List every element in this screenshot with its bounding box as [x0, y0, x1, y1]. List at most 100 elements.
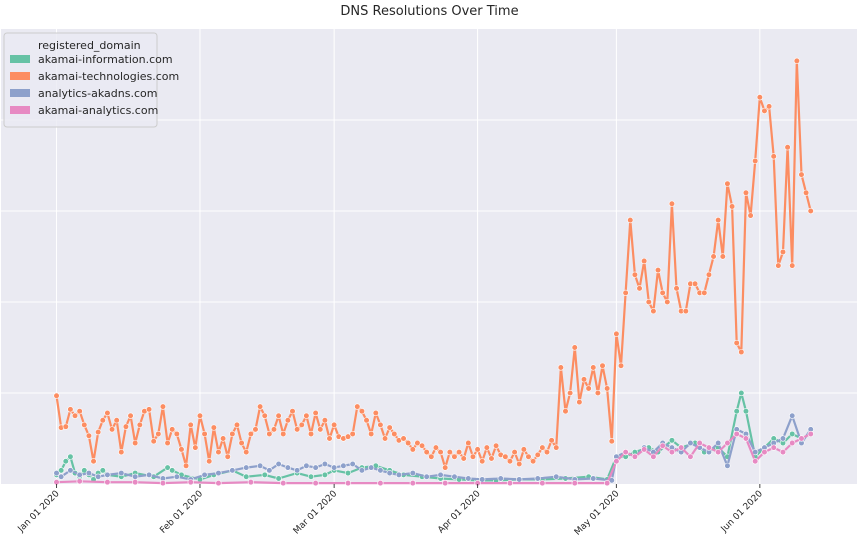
data-point: [770, 153, 777, 160]
data-point: [789, 430, 796, 438]
data-point: [312, 464, 319, 471]
data-point: [229, 430, 236, 438]
data-point: [344, 469, 352, 477]
data-point: [789, 439, 796, 447]
data-point: [187, 479, 194, 486]
data-point: [386, 424, 393, 431]
data-point: [275, 475, 282, 482]
chart-title: DNS Resolutions Over Time: [340, 4, 519, 19]
data-point: [85, 432, 93, 439]
data-point: [372, 409, 379, 417]
data-point: [752, 157, 759, 165]
data-point: [483, 444, 490, 451]
data-point: [62, 458, 69, 465]
data-point: [539, 444, 546, 451]
data-point: [715, 439, 722, 447]
data-point: [368, 430, 375, 438]
data-point: [567, 389, 574, 397]
data-point: [298, 421, 305, 428]
legend-label: akamai-information.com: [38, 53, 173, 66]
data-point: [358, 467, 366, 474]
data-point: [451, 453, 458, 460]
data-point: [377, 421, 384, 428]
legend-title: registered_domain: [38, 39, 141, 52]
data-point: [303, 412, 310, 419]
data-point: [243, 449, 250, 456]
data-point: [506, 458, 514, 465]
data-point: [659, 289, 666, 297]
data-point: [381, 435, 389, 442]
data-point: [534, 451, 541, 458]
data-point: [608, 438, 615, 445]
legend-swatch: [10, 72, 30, 80]
data-point: [756, 94, 763, 101]
data-point: [423, 473, 430, 480]
data-point: [127, 412, 134, 419]
data-point: [349, 460, 356, 468]
data-point: [460, 455, 467, 462]
data-point: [85, 469, 93, 477]
data-point: [81, 421, 88, 428]
data-point: [599, 362, 606, 369]
data-point: [455, 449, 463, 456]
data-point: [668, 437, 676, 444]
data-point: [534, 475, 541, 482]
data-point: [233, 421, 241, 428]
data-point: [520, 446, 527, 453]
data-point: [67, 406, 74, 413]
data-point: [173, 473, 180, 480]
data-point: [284, 417, 291, 424]
data-point: [409, 446, 416, 453]
data-point: [553, 473, 560, 480]
data-point: [715, 217, 722, 224]
data-point: [169, 426, 176, 433]
data-point: [76, 408, 83, 415]
series-layer: [53, 57, 814, 487]
data-point: [585, 385, 592, 392]
data-point: [95, 473, 102, 480]
data-point: [668, 449, 676, 456]
data-point: [414, 439, 421, 447]
data-point: [331, 421, 338, 428]
data-point: [580, 376, 588, 383]
legend-label: akamai-analytics.com: [38, 104, 158, 117]
data-point: [682, 308, 689, 315]
data-point: [409, 469, 416, 477]
data-point: [377, 467, 384, 474]
data-point: [76, 478, 83, 485]
data-point: [391, 430, 398, 438]
data-point: [469, 453, 477, 460]
data-point: [118, 469, 125, 477]
data-point: [95, 429, 102, 436]
data-point: [294, 426, 301, 433]
data-point: [159, 403, 167, 410]
data-point: [150, 438, 157, 445]
data-point: [678, 444, 685, 451]
data-point: [705, 444, 713, 451]
data-point: [733, 430, 740, 438]
data-point: [224, 453, 231, 460]
data-point: [104, 409, 111, 417]
data-point: [594, 389, 601, 397]
data-point: [641, 446, 648, 453]
data-point: [145, 471, 153, 479]
data-point: [261, 471, 268, 479]
data-point: [164, 439, 171, 447]
data-point: [747, 212, 754, 219]
data-point: [53, 392, 60, 399]
data-point: [784, 144, 791, 151]
data-point: [238, 439, 245, 447]
data-point: [691, 280, 699, 287]
data-point: [539, 479, 546, 487]
data-point: [405, 439, 412, 447]
data-point: [71, 412, 79, 419]
data-point: [497, 475, 504, 482]
data-point: [257, 403, 264, 410]
data-point: [659, 442, 666, 449]
data-point: [275, 460, 282, 468]
data-point: [132, 439, 139, 447]
data-point: [793, 57, 800, 64]
legend-label: analytics-akadns.com: [38, 87, 157, 100]
data-point: [201, 430, 208, 438]
data-point: [349, 430, 356, 438]
